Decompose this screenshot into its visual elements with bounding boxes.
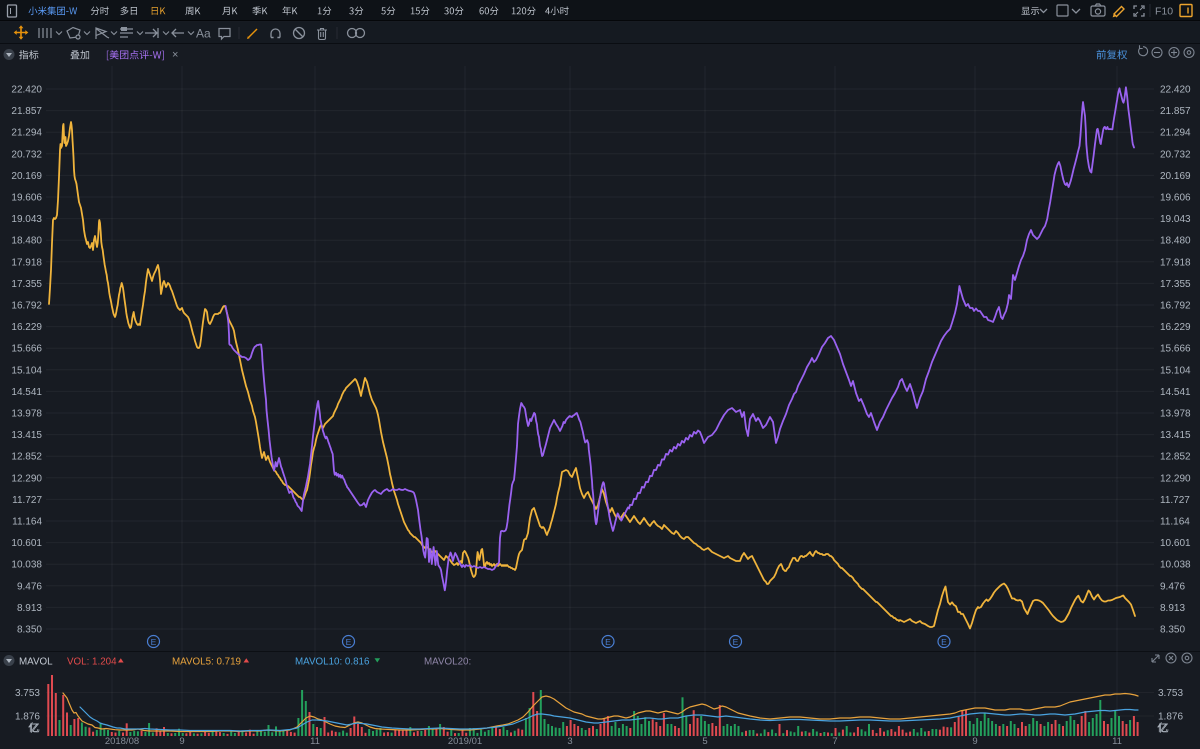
svg-text:1.876: 1.876 [15, 712, 40, 723]
svg-text:亿: 亿 [29, 722, 40, 735]
svg-text:8.913: 8.913 [1160, 603, 1185, 614]
svg-text:VOL: 1.204: VOL: 1.204 [67, 657, 117, 668]
svg-text:MAVOL5: 0.719: MAVOL5: 0.719 [172, 657, 241, 668]
svg-text:11: 11 [310, 736, 320, 747]
svg-text:F10: F10 [1155, 6, 1173, 18]
svg-text:MAVOL20:: MAVOL20: [424, 657, 471, 668]
svg-text:16.229: 16.229 [11, 322, 42, 333]
svg-text:13.978: 13.978 [1160, 409, 1191, 420]
svg-text:E: E [941, 637, 947, 647]
svg-text:12.852: 12.852 [1160, 452, 1191, 463]
svg-text:10.038: 10.038 [1160, 560, 1191, 571]
svg-text:7: 7 [832, 736, 837, 747]
svg-text:Aa: Aa [196, 27, 211, 41]
svg-text:3.753: 3.753 [15, 688, 40, 699]
svg-text:9.476: 9.476 [17, 581, 42, 592]
svg-text:20.169: 20.169 [11, 171, 42, 182]
svg-text:12.852: 12.852 [11, 452, 42, 463]
svg-text:12.290: 12.290 [1160, 473, 1191, 484]
svg-text:9: 9 [972, 736, 977, 747]
svg-text:13.415: 13.415 [11, 430, 42, 441]
svg-text:16.792: 16.792 [1160, 301, 1191, 312]
svg-text:21.294: 21.294 [11, 128, 42, 139]
svg-text:2019/01: 2019/01 [448, 736, 482, 747]
svg-text:15.666: 15.666 [11, 344, 42, 355]
svg-text:16.229: 16.229 [1160, 322, 1191, 333]
svg-text:21.857: 21.857 [1160, 106, 1191, 117]
svg-text:22.420: 22.420 [11, 85, 42, 96]
svg-text:8.350: 8.350 [17, 625, 42, 636]
svg-text:20.732: 20.732 [1160, 149, 1191, 160]
svg-text:×: × [172, 49, 178, 61]
svg-text:亿: 亿 [1158, 722, 1169, 735]
svg-text:18.480: 18.480 [11, 236, 42, 247]
svg-text:10.038: 10.038 [11, 560, 42, 571]
svg-text:11.164: 11.164 [1160, 517, 1190, 528]
svg-text:21.857: 21.857 [11, 106, 42, 117]
svg-text:17.918: 17.918 [1160, 257, 1191, 268]
svg-text:MAVOL: MAVOL [19, 657, 53, 668]
svg-text:12.290: 12.290 [11, 473, 42, 484]
svg-text:14.541: 14.541 [11, 387, 42, 398]
svg-text:21.294: 21.294 [1160, 128, 1191, 139]
svg-text:E: E [733, 637, 739, 647]
svg-text:8.913: 8.913 [17, 603, 42, 614]
svg-text:22.420: 22.420 [1160, 85, 1191, 96]
svg-text:20.169: 20.169 [1160, 171, 1191, 182]
svg-text:15.104: 15.104 [1160, 365, 1191, 376]
svg-text:17.355: 17.355 [1160, 279, 1191, 290]
svg-text:17.918: 17.918 [11, 257, 42, 268]
svg-text:E: E [151, 637, 157, 647]
svg-text:19.043: 19.043 [1160, 214, 1191, 225]
svg-text:8.350: 8.350 [1160, 625, 1185, 636]
svg-text:10.601: 10.601 [11, 538, 42, 549]
svg-text:5: 5 [702, 736, 707, 747]
svg-text:13.978: 13.978 [11, 409, 42, 420]
svg-text:11.727: 11.727 [1160, 495, 1190, 506]
svg-text:15.666: 15.666 [1160, 344, 1191, 355]
svg-text:19.606: 19.606 [1160, 193, 1191, 204]
svg-text:13.415: 13.415 [1160, 430, 1191, 441]
svg-text:9: 9 [179, 736, 184, 747]
svg-text:11: 11 [1112, 736, 1122, 747]
svg-text:20.732: 20.732 [11, 149, 42, 160]
svg-text:11.164: 11.164 [12, 517, 42, 528]
svg-text:17.355: 17.355 [11, 279, 42, 290]
svg-text:2018/08: 2018/08 [105, 736, 139, 747]
svg-text:9.476: 9.476 [1160, 581, 1185, 592]
svg-text:MAVOL10: 0.816: MAVOL10: 0.816 [295, 657, 370, 668]
svg-text:E: E [605, 637, 611, 647]
svg-text:18.480: 18.480 [1160, 236, 1191, 247]
svg-text:14.541: 14.541 [1160, 387, 1191, 398]
svg-text:15.104: 15.104 [11, 365, 42, 376]
svg-text:19.606: 19.606 [11, 193, 42, 204]
svg-text:19.043: 19.043 [11, 214, 42, 225]
svg-text:3.753: 3.753 [1158, 688, 1183, 699]
svg-text:3: 3 [567, 736, 572, 747]
svg-text:10.601: 10.601 [1160, 538, 1191, 549]
svg-text:16.792: 16.792 [11, 301, 42, 312]
svg-text:E: E [346, 637, 352, 647]
svg-text:11.727: 11.727 [12, 495, 42, 506]
svg-text:1.876: 1.876 [1158, 712, 1183, 723]
